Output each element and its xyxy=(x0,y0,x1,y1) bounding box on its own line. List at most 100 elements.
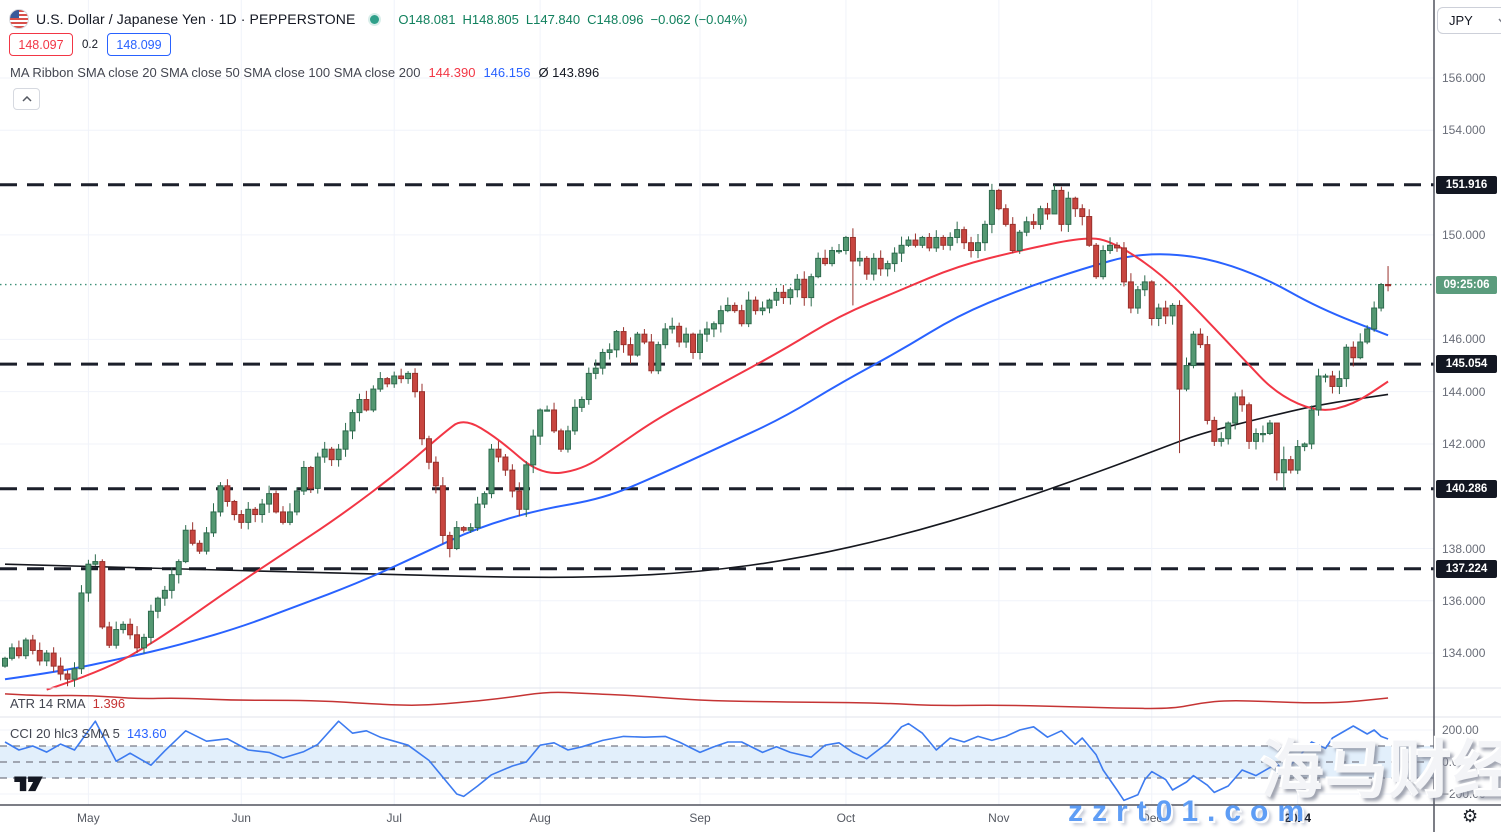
atr-legend[interactable]: ATR 14 RMA 1.396 xyxy=(10,696,125,711)
legend-collapse-button[interactable] xyxy=(13,88,40,110)
candle-body xyxy=(905,239,912,246)
candle-body xyxy=(273,493,280,513)
candle-body xyxy=(863,257,870,275)
cci-tick-label: 200.00 xyxy=(1442,723,1479,737)
candle-body xyxy=(321,448,328,458)
ma-ribbon-legend[interactable]: MA Ribbon SMA close 20 SMA close 50 SMA … xyxy=(10,65,599,80)
close-value: C148.096 xyxy=(587,11,644,27)
candle-body xyxy=(1148,281,1155,319)
candle-body xyxy=(92,561,99,565)
candle-body xyxy=(933,236,940,249)
candle-body xyxy=(1294,446,1301,471)
price-scale-currency-button[interactable]: JPY xyxy=(1437,7,1501,34)
atr-value: 1.396 xyxy=(92,696,126,711)
candle-body xyxy=(1162,307,1169,317)
candle-body xyxy=(1329,375,1336,387)
candle-body xyxy=(419,391,425,440)
candle-body xyxy=(1322,375,1329,378)
symbol-legend-row[interactable]: U.S. Dollar / Japanese Yen · 1D · PEPPER… xyxy=(9,9,747,29)
candle-body xyxy=(300,466,307,492)
candle-body xyxy=(1058,189,1065,225)
candle-body xyxy=(231,500,238,516)
candle-body xyxy=(1364,328,1371,343)
price-tick-label: 136.000 xyxy=(1442,593,1486,608)
cci-line xyxy=(4,720,1389,802)
candle-body xyxy=(537,409,544,437)
cci-title: CCI 20 hlc3 SMA 5 xyxy=(10,726,120,741)
candle-body xyxy=(1190,333,1197,367)
candle-body xyxy=(1141,281,1148,291)
tradingview-logo-icon[interactable] xyxy=(13,771,45,793)
candle-body xyxy=(898,244,905,254)
candle-body xyxy=(134,634,141,649)
candle-body xyxy=(773,291,780,301)
time-axis-label: Dec xyxy=(1141,811,1163,825)
candle-body xyxy=(182,529,189,563)
price-level-badge: 145.054 xyxy=(1436,355,1497,374)
sell-button[interactable]: 148.097 xyxy=(9,33,73,56)
buy-button[interactable]: 148.099 xyxy=(107,33,171,56)
candle-body xyxy=(1357,341,1364,359)
candle-body xyxy=(759,307,766,312)
candle-body xyxy=(280,511,286,523)
high-value: H148.805 xyxy=(462,11,519,27)
candle-body xyxy=(1107,244,1114,252)
ma-ribbon-value-mid: 146.156 xyxy=(483,65,531,80)
chevron-down-icon xyxy=(1498,18,1501,22)
symbol-title[interactable]: U.S. Dollar / Japanese Yen · 1D · PEPPER… xyxy=(36,11,356,27)
candle-body xyxy=(113,629,120,646)
candle-body xyxy=(1301,443,1308,448)
candle-body xyxy=(641,333,648,343)
candle-body xyxy=(432,461,439,487)
candle-body xyxy=(141,636,147,649)
candle-body xyxy=(683,333,690,343)
atr-line xyxy=(4,691,1389,710)
candle-body xyxy=(620,331,627,346)
candle-body xyxy=(412,372,419,393)
candle-body xyxy=(1197,333,1204,346)
candle-body xyxy=(1350,346,1357,359)
candle-body xyxy=(787,289,794,299)
candle-body xyxy=(168,574,175,591)
candle-body xyxy=(71,668,78,680)
candle-body xyxy=(217,485,224,513)
candle-body xyxy=(1037,208,1044,225)
time-axis-label: Oct xyxy=(836,811,856,825)
atr-title: ATR 14 RMA xyxy=(10,696,86,711)
candle-body xyxy=(1002,208,1009,225)
change-value: −0.062 (−0.04%) xyxy=(650,11,748,27)
candle-body xyxy=(1114,244,1120,249)
spread-value: 0.2 xyxy=(82,38,98,51)
candle-body xyxy=(8,647,15,659)
candle-body xyxy=(99,561,106,628)
candle-body xyxy=(988,189,995,225)
candle-body xyxy=(1266,422,1273,435)
settings-gear-icon[interactable]: ⚙ xyxy=(1462,806,1479,826)
candle-body xyxy=(690,333,697,353)
candle-body xyxy=(1371,307,1378,330)
market-status-dot xyxy=(370,14,380,24)
candle-body xyxy=(856,257,863,262)
candle-body xyxy=(655,344,662,372)
candle-body xyxy=(127,623,134,636)
ma-line xyxy=(46,237,1389,691)
candle-body xyxy=(919,236,926,246)
candle-body xyxy=(564,430,571,450)
candle-body xyxy=(1100,250,1107,278)
ma-ribbon-title: MA Ribbon SMA close 20 SMA close 50 SMA … xyxy=(10,65,421,80)
candle-body xyxy=(808,276,815,299)
candle-body xyxy=(446,534,453,550)
candle-body xyxy=(245,508,252,523)
candle-body xyxy=(502,456,509,471)
candle-body xyxy=(1287,459,1294,471)
candle-body xyxy=(829,250,836,265)
candle-body xyxy=(1072,197,1079,210)
candle-body xyxy=(551,409,558,432)
price-tick-label: 134.000 xyxy=(1442,646,1486,661)
candle-body xyxy=(669,325,676,330)
candle-body xyxy=(509,469,516,492)
cci-legend[interactable]: CCI 20 hlc3 SMA 5 143.60 xyxy=(10,726,167,741)
candle-body xyxy=(36,649,43,662)
